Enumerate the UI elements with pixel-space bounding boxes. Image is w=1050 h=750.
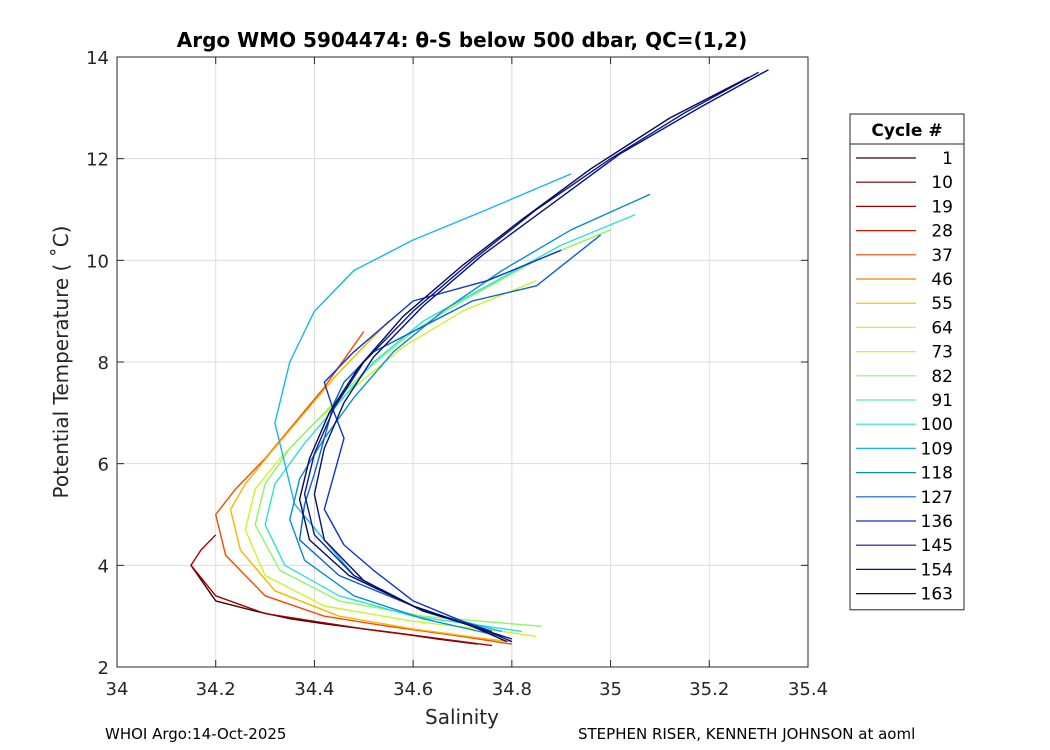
y-tick-label: 2 [98,658,109,679]
series-line-cycle-154 [313,69,769,643]
legend-label-145: 145 [921,536,953,556]
y-tick-label: 6 [98,455,109,476]
series-line-cycle-82 [254,229,611,627]
series-line-cycle-100 [264,213,636,633]
legend-label-127: 127 [921,488,953,508]
legend-label-28: 28 [931,222,953,242]
x-tick-label: 34.2 [196,679,236,700]
series-line-cycle-37 [214,331,513,645]
legend-label-100: 100 [921,415,953,435]
x-tick-label: 35.2 [689,679,729,700]
legend-label-82: 82 [931,367,953,387]
series-line-cycle-163 [298,76,750,643]
legend-label-64: 64 [931,318,953,338]
legend: Cycle #1 10 19 28 37 46 55 64 73 82 91 100 109 118 127… [849,113,965,611]
x-tick-label: 34.6 [393,679,433,700]
y-tick-label: 4 [98,556,109,577]
series-line-cycle-127 [298,234,602,638]
series-line-cycle-19 [190,534,493,647]
legend-label-163: 163 [921,585,953,605]
chart-title: Argo WMO 5904474: θ-S below 500 dbar, QC… [177,28,747,52]
legend-label-19: 19 [931,197,953,217]
legend-label-37: 37 [931,246,953,266]
x-tick-label: 35 [599,679,622,700]
x-axis-ticks: 34 34.2 34.4 34.6 34.8 35 35.2 35.4 [106,57,828,700]
series-line-cycle-73 [244,280,537,638]
legend-label-154: 154 [921,560,953,580]
legend-label-46: 46 [931,270,953,290]
series-line-cycle-136 [323,249,562,633]
x-tick-label: 35.4 [788,679,828,700]
series-line-cycle-109 [274,173,572,633]
legend-box [849,113,965,611]
legend-label-10: 10 [931,173,953,193]
legend-label-118: 118 [921,464,953,484]
footer-left-credit: WHOI Argo:14-Oct-2025 [105,725,287,743]
legend-label-109: 109 [921,439,953,459]
series-line-cycle-55 [229,320,512,643]
x-tick-label: 34 [106,679,129,700]
legend-label-55: 55 [931,294,953,314]
y-axis-ticks: 2 4 6 8 10 12 14 [86,48,808,679]
footer-right-credit: STEPHEN RISER, KENNETH JOHNSON at aoml [578,725,916,743]
y-tick-label: 12 [86,150,109,171]
legend-label-91: 91 [931,391,953,411]
y-tick-label: 10 [86,251,109,272]
legend-title: Cycle # [871,121,942,141]
plot-area [190,69,769,647]
y-tick-label: 14 [86,48,109,69]
y-axis-label: Potential Temperature ( ˚C) [49,226,73,499]
x-axis-label: Salinity [425,705,499,729]
legend-label-1: 1 [942,149,953,169]
y-tick-label: 8 [98,353,109,374]
series-line-cycle-145 [303,71,759,640]
legend-label-136: 136 [921,512,953,532]
x-tick-label: 34.8 [492,679,532,700]
x-tick-label: 34.4 [294,679,334,700]
legend-label-73: 73 [931,343,953,363]
grid [117,57,808,667]
